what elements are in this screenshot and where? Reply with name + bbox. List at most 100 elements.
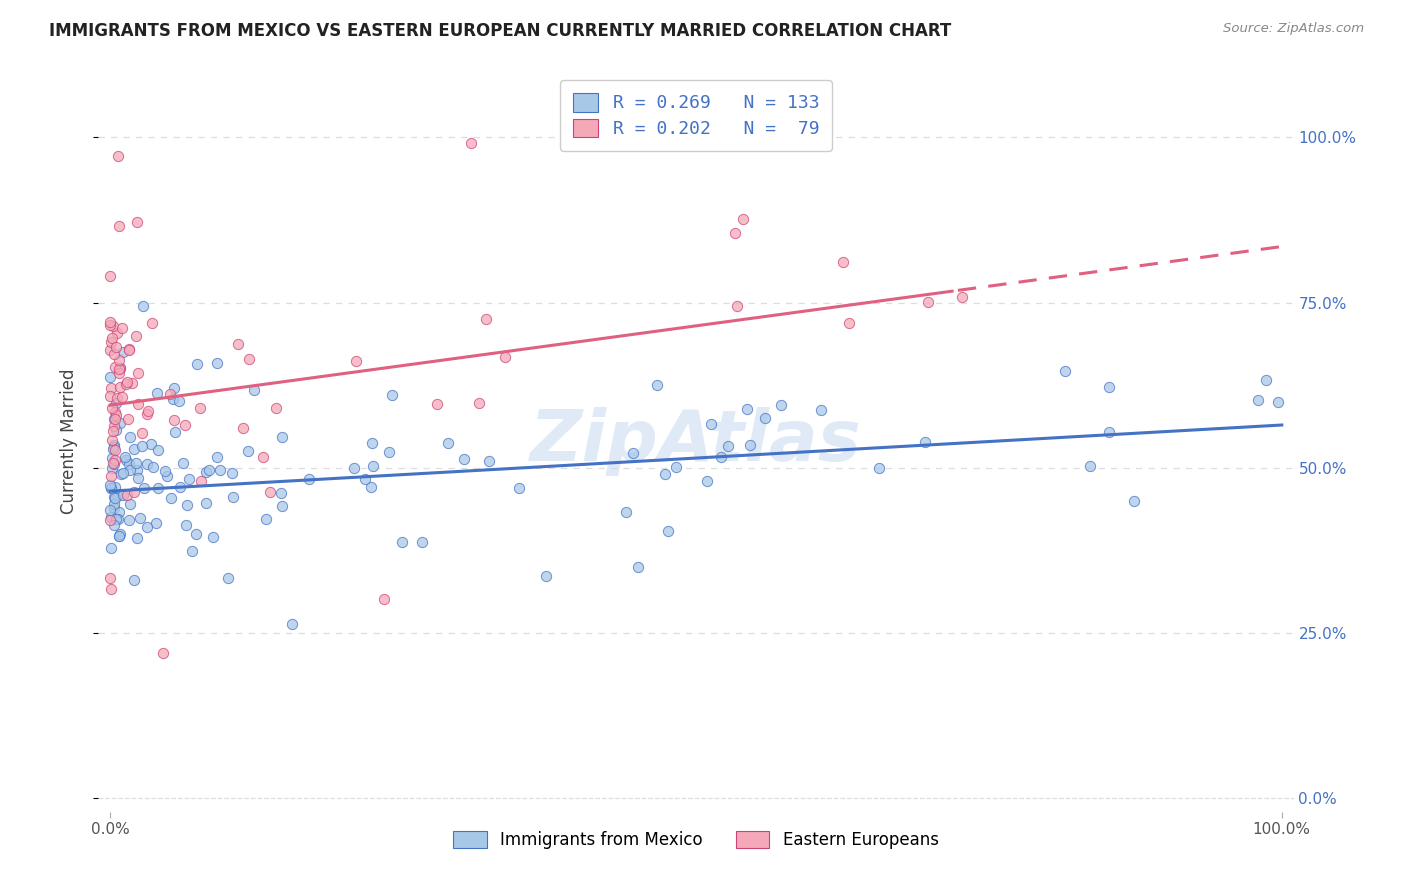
Point [270, 499, 292, 513]
Point [1246, 393, 1268, 408]
Point [111, 488, 134, 502]
Point [373, 591, 395, 606]
Point [118, 513, 141, 527]
Point [103, 438, 125, 452]
Point [731, 211, 754, 226]
Point [127, 397, 149, 411]
Point [118, 343, 141, 357]
Point [271, 430, 294, 444]
Point [1078, 459, 1101, 474]
Point [754, 411, 776, 425]
Point [117, 412, 139, 426]
Point [231, 421, 253, 435]
Point [135, 457, 157, 471]
Point [135, 408, 157, 422]
Point [100, 381, 122, 395]
Point [101, 460, 124, 475]
Point [1122, 494, 1144, 508]
Point [103, 497, 125, 511]
Point [174, 417, 197, 432]
Point [101, 424, 124, 438]
Point [657, 524, 679, 538]
Point [98, 369, 121, 384]
Point [195, 465, 218, 479]
Point [105, 326, 128, 340]
Point [270, 485, 292, 500]
Point [696, 475, 718, 489]
Point [104, 412, 127, 426]
Point [152, 646, 174, 660]
Point [107, 149, 129, 163]
Point [131, 439, 153, 453]
Point [228, 337, 250, 351]
Point [104, 359, 127, 374]
Point [738, 437, 761, 451]
Point [207, 356, 229, 370]
Point [1098, 425, 1121, 439]
Point [124, 329, 146, 343]
Point [98, 478, 121, 492]
Point [917, 295, 939, 310]
Point [281, 617, 304, 632]
Point [217, 571, 239, 585]
Point [221, 466, 243, 480]
Point [236, 444, 259, 458]
Point [134, 481, 156, 495]
Point [100, 334, 122, 349]
Point [468, 396, 491, 410]
Point [103, 453, 125, 467]
Point [104, 480, 127, 494]
Point [188, 401, 211, 415]
Point [254, 511, 277, 525]
Point [110, 467, 132, 481]
Point [125, 215, 148, 229]
Text: Source: ZipAtlas.com: Source: ZipAtlas.com [1223, 22, 1364, 36]
Point [494, 350, 516, 364]
Point [378, 445, 401, 459]
Point [141, 316, 163, 330]
Point [381, 388, 404, 402]
Point [128, 511, 150, 525]
Point [145, 385, 167, 400]
Point [98, 318, 121, 332]
Point [100, 389, 122, 403]
Point [184, 526, 207, 541]
Point [139, 437, 162, 451]
Point [103, 457, 125, 471]
Point [725, 299, 748, 313]
Point [108, 527, 131, 541]
Point [770, 398, 793, 412]
Point [167, 394, 190, 409]
Point [411, 534, 433, 549]
Point [700, 417, 723, 432]
Point [103, 412, 125, 426]
Point [475, 312, 498, 326]
Point [111, 390, 134, 404]
Point [98, 343, 121, 358]
Point [108, 528, 131, 542]
Point [131, 299, 153, 313]
Point [146, 443, 169, 458]
Point [105, 408, 128, 422]
Text: ZipAtlas: ZipAtlas [530, 407, 862, 476]
Point [914, 435, 936, 450]
Point [1054, 364, 1077, 378]
Point [108, 505, 131, 519]
Point [361, 458, 384, 473]
Point [110, 417, 132, 431]
Point [108, 361, 131, 376]
Point [114, 450, 136, 465]
Point [534, 569, 557, 583]
Point [111, 320, 134, 334]
Point [103, 501, 125, 516]
Point [460, 136, 482, 151]
Point [104, 511, 127, 525]
Point [118, 497, 141, 511]
Point [103, 456, 125, 470]
Point [298, 472, 321, 486]
Point [169, 479, 191, 493]
Point [190, 474, 212, 488]
Point [100, 502, 122, 516]
Y-axis label: Currently Married: Currently Married [59, 368, 77, 515]
Point [810, 403, 832, 417]
